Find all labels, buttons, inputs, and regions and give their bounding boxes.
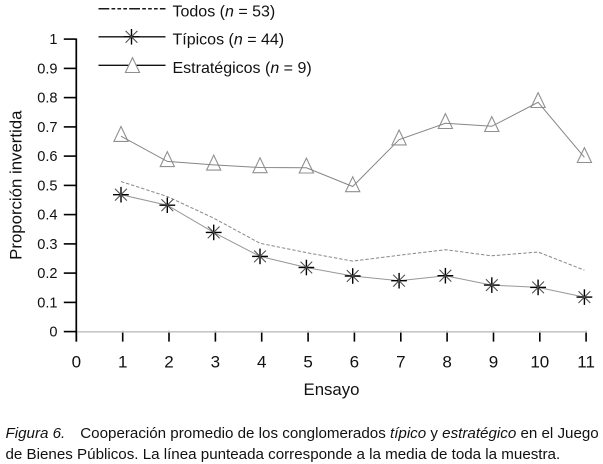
svg-text:0.4: 0.4	[37, 208, 57, 224]
svg-text:6: 6	[350, 353, 359, 372]
svg-text:11: 11	[577, 353, 595, 372]
svg-text:0.2: 0.2	[37, 266, 57, 282]
svg-text:0.9: 0.9	[37, 61, 57, 77]
svg-text:0.5: 0.5	[37, 178, 57, 194]
svg-text:Típicos (n = 44): Típicos (n = 44)	[173, 32, 285, 49]
svg-text:7: 7	[396, 353, 405, 372]
svg-text:1: 1	[118, 353, 127, 372]
svg-text:0: 0	[49, 325, 57, 341]
svg-text:0.6: 0.6	[37, 149, 57, 165]
svg-text:1: 1	[49, 32, 57, 48]
svg-text:0.3: 0.3	[37, 237, 57, 253]
svg-text:0.7: 0.7	[37, 120, 57, 136]
svg-text:Proporción invertida: Proporción invertida	[7, 110, 26, 260]
svg-text:5: 5	[303, 353, 312, 372]
svg-text:Ensayo: Ensayo	[304, 380, 360, 399]
svg-text:10: 10	[530, 353, 549, 372]
svg-text:8: 8	[442, 353, 451, 372]
svg-text:2: 2	[164, 353, 173, 372]
svg-text:Estratégicos (n = 9): Estratégicos (n = 9)	[173, 60, 312, 77]
svg-text:0.1: 0.1	[37, 295, 57, 311]
svg-text:Todos (n = 53): Todos (n = 53)	[173, 3, 276, 20]
svg-text:3: 3	[211, 353, 220, 372]
svg-text:0: 0	[72, 353, 81, 372]
svg-text:4: 4	[257, 353, 266, 372]
svg-text:9: 9	[489, 353, 498, 372]
svg-text:0.8: 0.8	[37, 91, 57, 107]
